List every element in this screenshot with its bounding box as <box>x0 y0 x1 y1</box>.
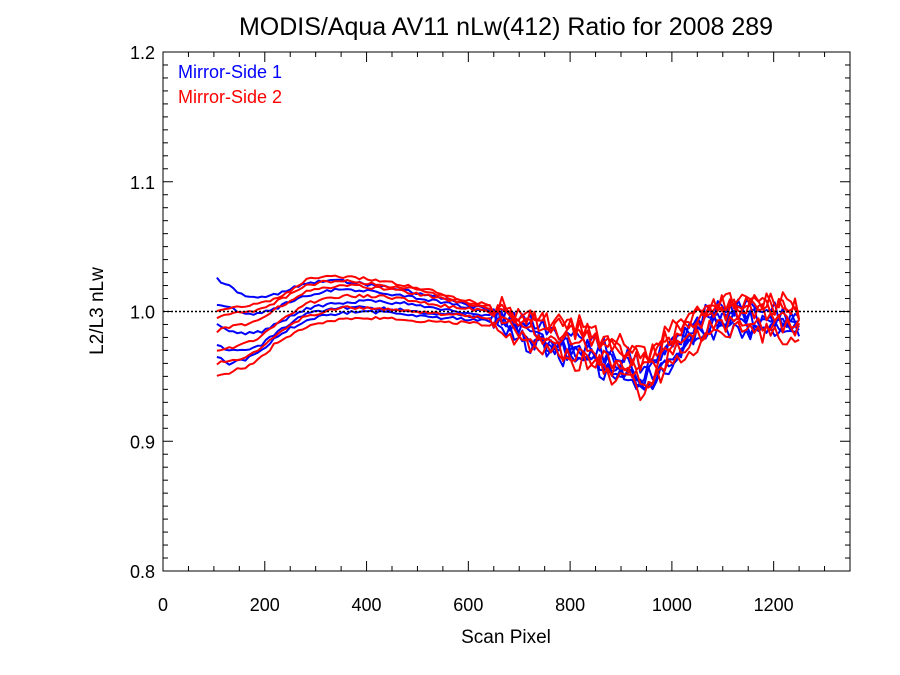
series-line <box>216 279 801 362</box>
x-tick-label: 200 <box>250 595 280 615</box>
y-tick-label: 0.8 <box>130 562 155 582</box>
x-tick-label: 1200 <box>754 595 794 615</box>
x-tick-label: 400 <box>352 595 382 615</box>
chart-title: MODIS/Aqua AV11 nLw(412) Ratio for 2008 … <box>239 13 773 41</box>
y-axis-label: L2/L3 nLw <box>87 267 108 355</box>
x-tick-label: 0 <box>158 595 168 615</box>
y-tick-label: 1.1 <box>130 173 155 193</box>
legend-entry: Mirror-Side 2 <box>178 87 282 107</box>
series-line <box>216 309 801 391</box>
x-tick-label: 800 <box>555 595 585 615</box>
plot-area <box>163 274 850 402</box>
legend: Mirror-Side 1 Mirror-Side 2 <box>178 62 282 107</box>
axis-ticks: 0 200 400 600 800 1000 1200 0.8 0.9 1.0 1.1 1.2 <box>130 43 851 615</box>
y-tick-label: 1.0 <box>130 303 155 323</box>
x-tick-label: 1000 <box>652 595 692 615</box>
y-tick-label: 1.2 <box>130 43 155 63</box>
legend-entry: Mirror-Side 1 <box>178 62 282 82</box>
series-line <box>216 316 800 402</box>
series-line <box>216 305 801 389</box>
y-tick-label: 0.9 <box>130 432 155 452</box>
series-line <box>216 293 800 374</box>
x-axis-label: Scan Pixel <box>461 627 551 648</box>
x-tick-label: 600 <box>453 595 483 615</box>
